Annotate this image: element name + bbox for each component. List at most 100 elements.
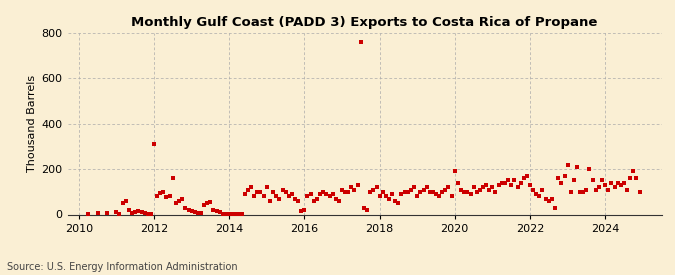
Point: [618, 181, 629, 185]
Point: [148, 142, 159, 146]
Point: [393, 201, 404, 205]
Point: [559, 174, 570, 178]
Point: [631, 176, 642, 180]
Point: [236, 212, 247, 216]
Point: [364, 190, 375, 194]
Point: [202, 201, 213, 205]
Point: [400, 190, 410, 194]
Point: [252, 190, 263, 194]
Point: [431, 192, 441, 196]
Point: [255, 190, 266, 194]
Point: [124, 208, 134, 212]
Point: [223, 212, 234, 216]
Point: [343, 190, 354, 194]
Point: [277, 187, 288, 192]
Point: [471, 190, 482, 194]
Point: [406, 187, 416, 192]
Point: [101, 210, 112, 215]
Point: [396, 192, 407, 196]
Point: [308, 199, 319, 203]
Point: [371, 185, 382, 189]
Point: [259, 194, 269, 199]
Point: [249, 194, 260, 199]
Point: [487, 185, 497, 189]
Point: [208, 208, 219, 212]
Point: [462, 190, 472, 194]
Point: [427, 190, 438, 194]
Point: [268, 190, 279, 194]
Point: [192, 211, 203, 216]
Point: [493, 183, 504, 187]
Point: [246, 185, 256, 189]
Point: [534, 194, 545, 199]
Y-axis label: Thousand Barrels: Thousand Barrels: [28, 75, 37, 172]
Point: [215, 210, 225, 214]
Point: [437, 190, 448, 194]
Point: [242, 187, 253, 192]
Point: [230, 212, 241, 216]
Point: [221, 212, 232, 216]
Point: [418, 187, 429, 192]
Point: [584, 167, 595, 171]
Point: [377, 190, 388, 194]
Point: [515, 181, 526, 185]
Point: [518, 176, 529, 180]
Point: [333, 199, 344, 203]
Point: [374, 194, 385, 199]
Point: [409, 185, 420, 189]
Point: [468, 185, 479, 189]
Point: [130, 210, 140, 214]
Point: [180, 205, 190, 210]
Point: [120, 199, 131, 203]
Point: [484, 187, 495, 192]
Point: [531, 192, 542, 196]
Point: [622, 187, 632, 192]
Point: [290, 196, 300, 201]
Point: [183, 208, 194, 212]
Point: [321, 192, 331, 196]
Point: [402, 190, 413, 194]
Point: [500, 181, 510, 185]
Text: Source: U.S. Energy Information Administration: Source: U.S. Energy Information Administ…: [7, 262, 238, 272]
Point: [318, 190, 329, 194]
Point: [133, 209, 144, 213]
Point: [240, 192, 250, 196]
Point: [634, 190, 645, 194]
Point: [549, 205, 560, 210]
Point: [421, 185, 432, 189]
Point: [170, 201, 181, 205]
Point: [302, 194, 313, 199]
Point: [440, 187, 451, 192]
Point: [609, 185, 620, 189]
Point: [283, 194, 294, 199]
Point: [161, 195, 171, 200]
Point: [337, 187, 348, 192]
Point: [522, 174, 533, 178]
Point: [352, 183, 363, 187]
Point: [524, 183, 535, 187]
Point: [330, 196, 341, 201]
Point: [368, 187, 379, 192]
Point: [261, 185, 272, 189]
Point: [587, 178, 598, 183]
Title: Monthly Gulf Coast (PADD 3) Exports to Costa Rica of Propane: Monthly Gulf Coast (PADD 3) Exports to C…: [132, 16, 597, 29]
Point: [459, 190, 470, 194]
Point: [305, 192, 316, 196]
Point: [114, 212, 125, 216]
Point: [271, 194, 281, 199]
Point: [296, 209, 306, 213]
Point: [503, 178, 514, 183]
Point: [217, 212, 228, 216]
Point: [358, 205, 369, 210]
Point: [142, 212, 153, 216]
Point: [198, 203, 209, 208]
Point: [581, 187, 592, 192]
Point: [381, 194, 392, 199]
Point: [117, 201, 128, 205]
Point: [433, 194, 444, 199]
Point: [578, 190, 589, 194]
Point: [528, 187, 539, 192]
Point: [315, 192, 325, 196]
Point: [158, 190, 169, 194]
Point: [292, 199, 303, 203]
